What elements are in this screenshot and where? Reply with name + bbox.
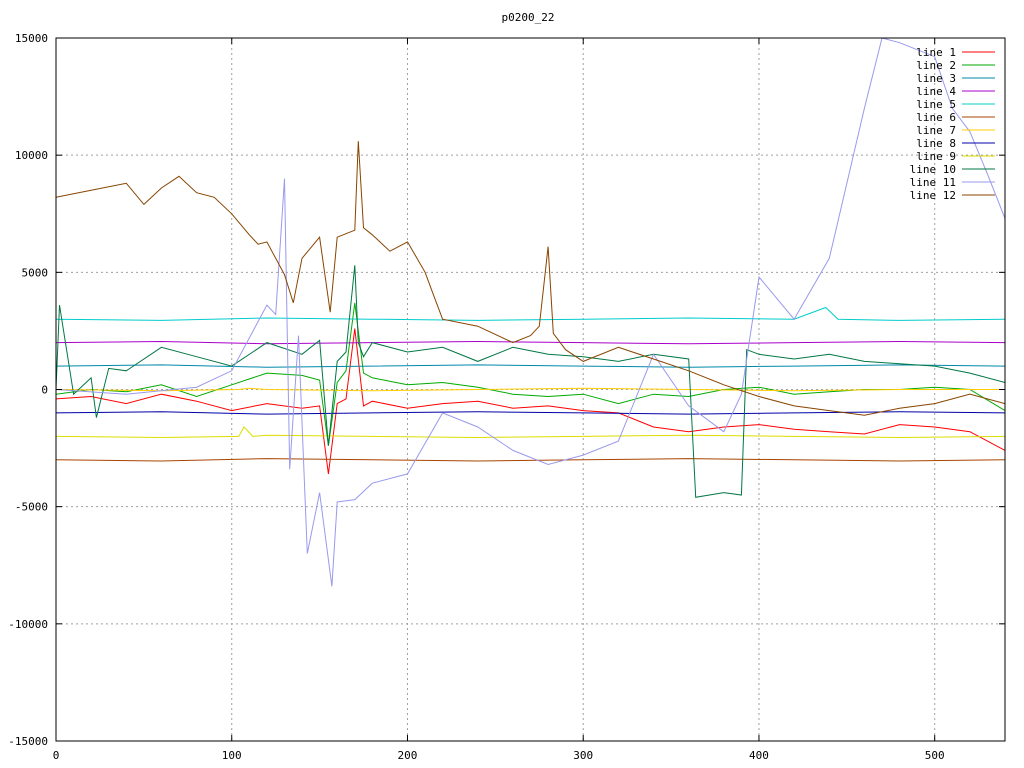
legend-label: line 3 (916, 72, 956, 85)
legend-item-2: line 2 (916, 59, 995, 72)
chart-title: p0200_22 (502, 11, 555, 24)
y-tick-label: 0 (41, 384, 48, 397)
x-tick-label: 300 (573, 749, 593, 762)
series-line-3 (56, 364, 1005, 368)
y-tick-label: 15000 (15, 32, 48, 45)
x-tick-label: 200 (398, 749, 418, 762)
legend-item-7: line 7 (916, 124, 995, 137)
y-tick-label: -15000 (8, 735, 48, 748)
legend-label: line 6 (916, 111, 956, 124)
legend-label: line 12 (910, 189, 956, 202)
series-line-5 (56, 306, 1005, 321)
legend-label: line 10 (910, 163, 956, 176)
series-line-7 (56, 387, 1005, 392)
legend-item-1: line 1 (916, 46, 995, 59)
series-line-6 (56, 458, 1005, 462)
legend-label: line 7 (916, 124, 956, 137)
y-axis: -15000 -10000 -5000 0 5000 10000 15000 (8, 32, 1005, 748)
legend-item-12: line 12 (910, 189, 995, 202)
series-line-1 (56, 328, 1005, 474)
series-group (56, 38, 1005, 587)
y-tick-label: -5000 (15, 501, 48, 514)
legend-label: line 5 (916, 98, 956, 111)
legend-item-10: line 10 (910, 163, 995, 176)
legend-label: line 11 (910, 176, 956, 189)
legend-item-5: line 5 (916, 98, 995, 111)
legend-label: line 8 (916, 137, 956, 150)
series-line-12 (56, 141, 1005, 416)
x-tick-label: 400 (749, 749, 769, 762)
series-line-2 (56, 302, 1005, 446)
legend-label: line 1 (916, 46, 956, 59)
x-axis: 0 100 200 300 400 500 (53, 38, 945, 762)
legend-label: line 9 (916, 150, 956, 163)
y-tick-label: 5000 (22, 266, 49, 279)
legend-item-4: line 4 (916, 85, 995, 98)
legend-label: line 4 (916, 85, 956, 98)
series-line-10 (56, 265, 1005, 498)
y-tick-label: -10000 (8, 618, 48, 631)
legend-item-8: line 8 (916, 137, 995, 150)
legend-item-6: line 6 (916, 111, 995, 124)
y-tick-label: 10000 (15, 149, 48, 162)
legend-label: line 2 (916, 59, 956, 72)
legend-item-11: line 11 (910, 176, 995, 189)
series-line-4 (56, 340, 1005, 345)
legend-item-9: line 9 (916, 150, 995, 163)
x-tick-label: 500 (925, 749, 945, 762)
series-line-11 (56, 38, 1005, 587)
x-tick-label: 100 (222, 749, 242, 762)
series-line-8 (56, 411, 1005, 415)
legend-item-3: line 3 (916, 72, 995, 85)
x-tick-label: 0 (53, 749, 60, 762)
series-line-9 (56, 426, 1005, 439)
